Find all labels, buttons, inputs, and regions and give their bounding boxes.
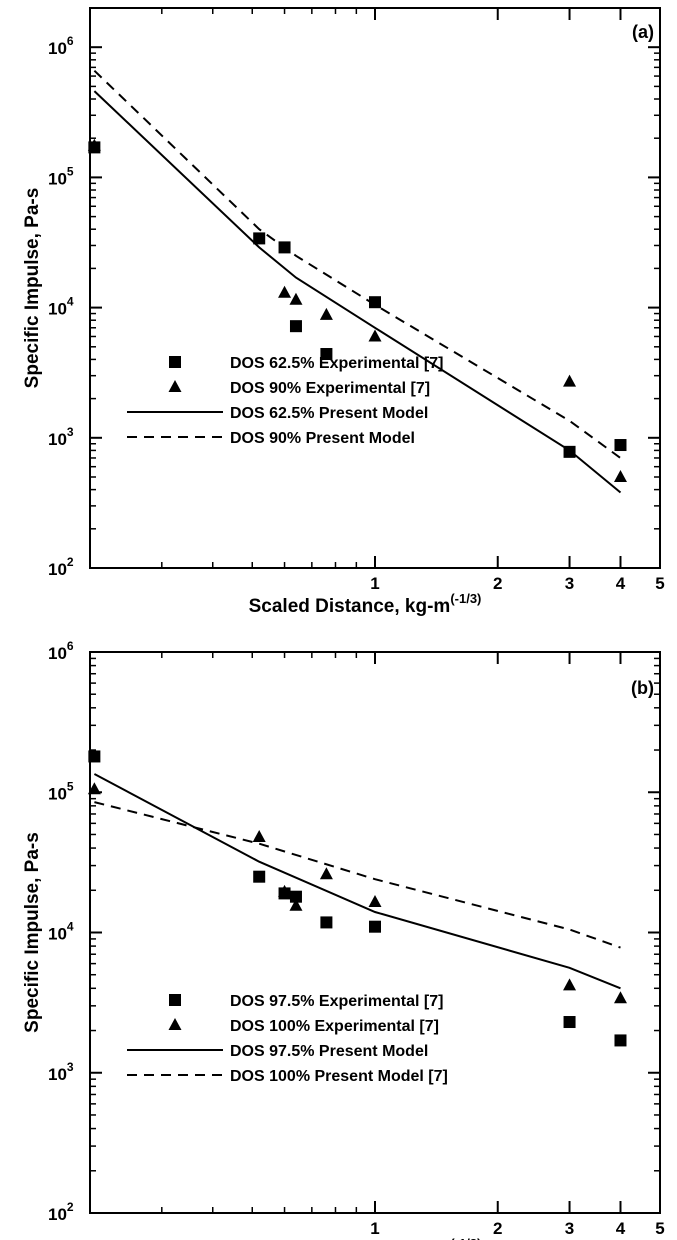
x-tick-label: 2 bbox=[493, 574, 502, 593]
y-tick-label: 104 bbox=[48, 920, 74, 944]
data-point-square bbox=[320, 916, 333, 929]
legend-entry: DOS 97.5% Experimental [7] bbox=[230, 993, 443, 1010]
legend: DOS 62.5% Experimental [7] DOS 90% Experi… bbox=[127, 355, 443, 447]
panel-label: (a) bbox=[632, 22, 654, 42]
legend-entry: DOS 100% Experimental [7] bbox=[230, 1018, 439, 1035]
data-point-square bbox=[614, 1034, 627, 1047]
data-point-triangle bbox=[289, 292, 303, 305]
series-line-dashed bbox=[94, 801, 621, 949]
chart-panel-1: 102 103 104 105 106 1 2 3 4 5 Scaled Distance, kg-… bbox=[22, 7, 665, 617]
data-point-triangle bbox=[278, 285, 292, 298]
x-tick-label: 1 bbox=[370, 1219, 379, 1238]
plot-frame bbox=[89, 7, 661, 569]
data-point-square bbox=[88, 750, 101, 763]
data-point-triangle bbox=[613, 469, 627, 482]
x-tick-label: 4 bbox=[616, 1219, 626, 1238]
data-point-square bbox=[289, 890, 302, 903]
series-line-solid bbox=[93, 90, 622, 494]
data-point-square bbox=[369, 920, 381, 933]
y-tick-label: 102 bbox=[48, 555, 74, 579]
x-axis-label: Scaled Distance, kg-m(-1/3) bbox=[249, 591, 482, 617]
data-point-square bbox=[253, 870, 266, 883]
x-tick-label: 3 bbox=[565, 1219, 574, 1238]
data-point-triangle bbox=[368, 894, 382, 907]
y-tick-label: 106 bbox=[48, 34, 74, 58]
x-tick-label: 2 bbox=[493, 1219, 502, 1238]
x-tick-label: 5 bbox=[655, 1219, 664, 1238]
legend-swatch-triangle bbox=[168, 380, 182, 392]
y-tick-label: 103 bbox=[48, 425, 74, 449]
x-axis-label: Scaled Distance, kg-m(-1/3) bbox=[249, 1236, 482, 1240]
legend-entry: DOS 97.5% Present Model bbox=[230, 1043, 428, 1060]
data-point-square bbox=[563, 1016, 576, 1029]
data-point-triangle bbox=[87, 138, 101, 151]
data-point-triangle bbox=[252, 829, 266, 842]
x-tick-label: 1 bbox=[370, 574, 379, 593]
data-point-triangle bbox=[368, 329, 382, 342]
data-point-square bbox=[320, 348, 333, 361]
legend-entry: DOS 90% Present Model bbox=[230, 430, 415, 447]
chart-panel-2: 102 103 104 105 106 1 2 3 4 5 Scaled Distance, kg-… bbox=[22, 639, 665, 1240]
x-tick-label: 4 bbox=[616, 574, 626, 593]
data-point-triangle bbox=[613, 991, 627, 1004]
y-tick-label: 105 bbox=[48, 779, 74, 803]
y-axis-label: Specific Impulse, Pa-s bbox=[22, 188, 43, 389]
data-point-square bbox=[253, 232, 266, 245]
legend-swatch-square bbox=[169, 994, 181, 1006]
legend-entry: DOS 100% Present Model [7] bbox=[230, 1068, 448, 1085]
legend-entry: DOS 90% Experimental [7] bbox=[230, 380, 430, 397]
data-point-triangle bbox=[563, 374, 577, 387]
data-point-triangle bbox=[563, 978, 577, 991]
data-point-triangle bbox=[87, 782, 101, 795]
legend-swatch-square bbox=[169, 356, 181, 368]
data-point-square bbox=[369, 296, 381, 309]
x-tick-label: 3 bbox=[565, 574, 574, 593]
legend-entry: DOS 62.5% Present Model bbox=[230, 405, 428, 422]
data-point-triangle bbox=[319, 307, 333, 320]
data-point-triangle bbox=[289, 898, 303, 911]
y-axis-label: Specific Impulse, Pa-s bbox=[22, 832, 43, 1033]
data-point-triangle bbox=[319, 867, 333, 880]
legend-swatch-triangle bbox=[168, 1018, 182, 1030]
series-line-solid bbox=[93, 773, 621, 990]
x-tick-label: 5 bbox=[655, 574, 664, 593]
series-line-dashed bbox=[93, 69, 622, 459]
y-tick-label: 105 bbox=[48, 164, 74, 188]
data-point-square bbox=[289, 320, 302, 333]
legend: DOS 97.5% Experimental [7] DOS 100% Exper… bbox=[127, 993, 448, 1085]
legend-entry: DOS 62.5% Experimental [7] bbox=[230, 355, 443, 372]
y-tick-label: 104 bbox=[48, 295, 74, 319]
y-tick-label: 106 bbox=[48, 639, 74, 663]
data-point-triangle bbox=[278, 884, 292, 897]
panel-label: (b) bbox=[631, 678, 654, 698]
y-tick-label: 103 bbox=[48, 1060, 74, 1084]
data-point-square bbox=[614, 439, 627, 452]
y-tick-label: 102 bbox=[48, 1200, 74, 1224]
